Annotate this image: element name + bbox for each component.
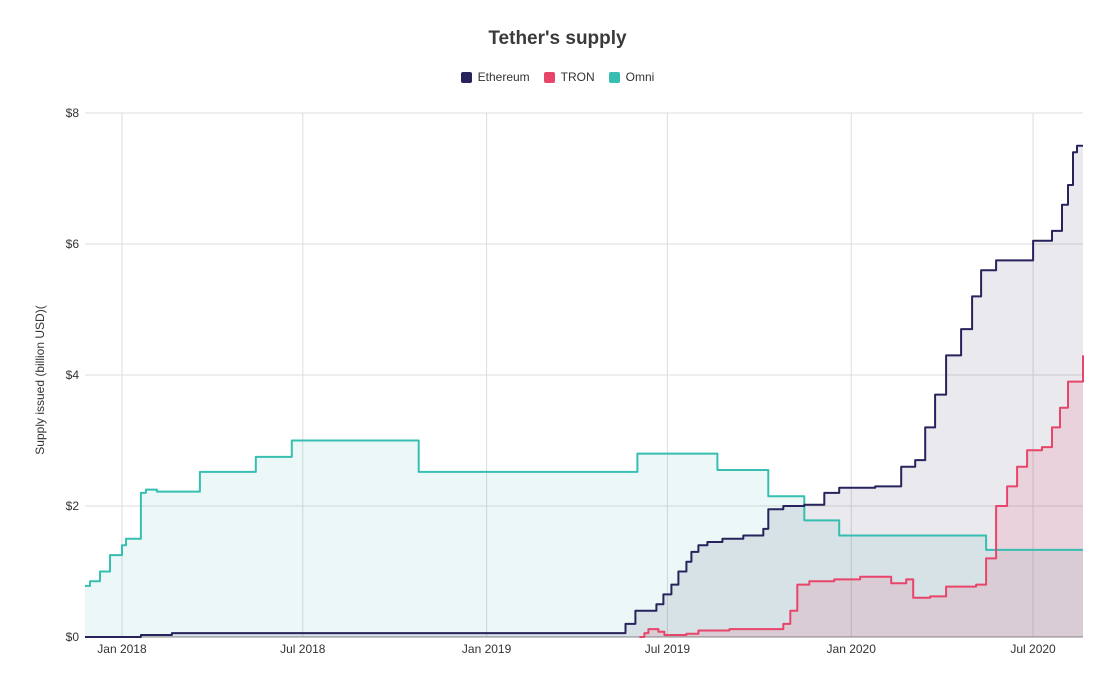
legend-item-tron[interactable]: TRON: [543, 70, 595, 84]
x-tick-label: Jan 2019: [462, 642, 512, 656]
legend-swatch-tron: [543, 71, 555, 83]
legend-label-omni: Omni: [625, 70, 655, 84]
series-area-tron: [639, 355, 1083, 637]
y-tick-label: $8: [66, 106, 80, 120]
x-tick-label: Jul 2018: [280, 642, 326, 656]
series-area-ethereum: [85, 145, 1083, 638]
legend-label-tron: TRON: [560, 70, 595, 84]
y-tick-label: $4: [66, 368, 80, 382]
legend-swatch-omni: [608, 71, 620, 83]
y-tick-label: $0: [66, 630, 80, 644]
x-tick-label: Jan 2020: [827, 642, 877, 656]
series-line-tron: [639, 355, 1084, 638]
x-tick-label: Jan 2018: [97, 642, 147, 656]
legend: Ethereum TRON Omni: [0, 70, 1115, 84]
x-tick-label: Jul 2019: [645, 642, 691, 656]
series-area-omni: [85, 440, 1083, 637]
y-tick-label: $6: [66, 237, 80, 251]
legend-item-omni[interactable]: Omni: [608, 70, 655, 84]
x-tick-label: Jul 2020: [1010, 642, 1056, 656]
series-line-ethereum: [85, 144, 1083, 638]
legend-swatch-ethereum: [460, 71, 472, 83]
legend-item-ethereum[interactable]: Ethereum: [460, 70, 530, 84]
chart-title: Tether's supply: [488, 28, 627, 49]
legend-label-ethereum: Ethereum: [477, 70, 530, 84]
y-tick-label: $2: [66, 499, 80, 513]
series-line-omni: [85, 439, 1083, 587]
